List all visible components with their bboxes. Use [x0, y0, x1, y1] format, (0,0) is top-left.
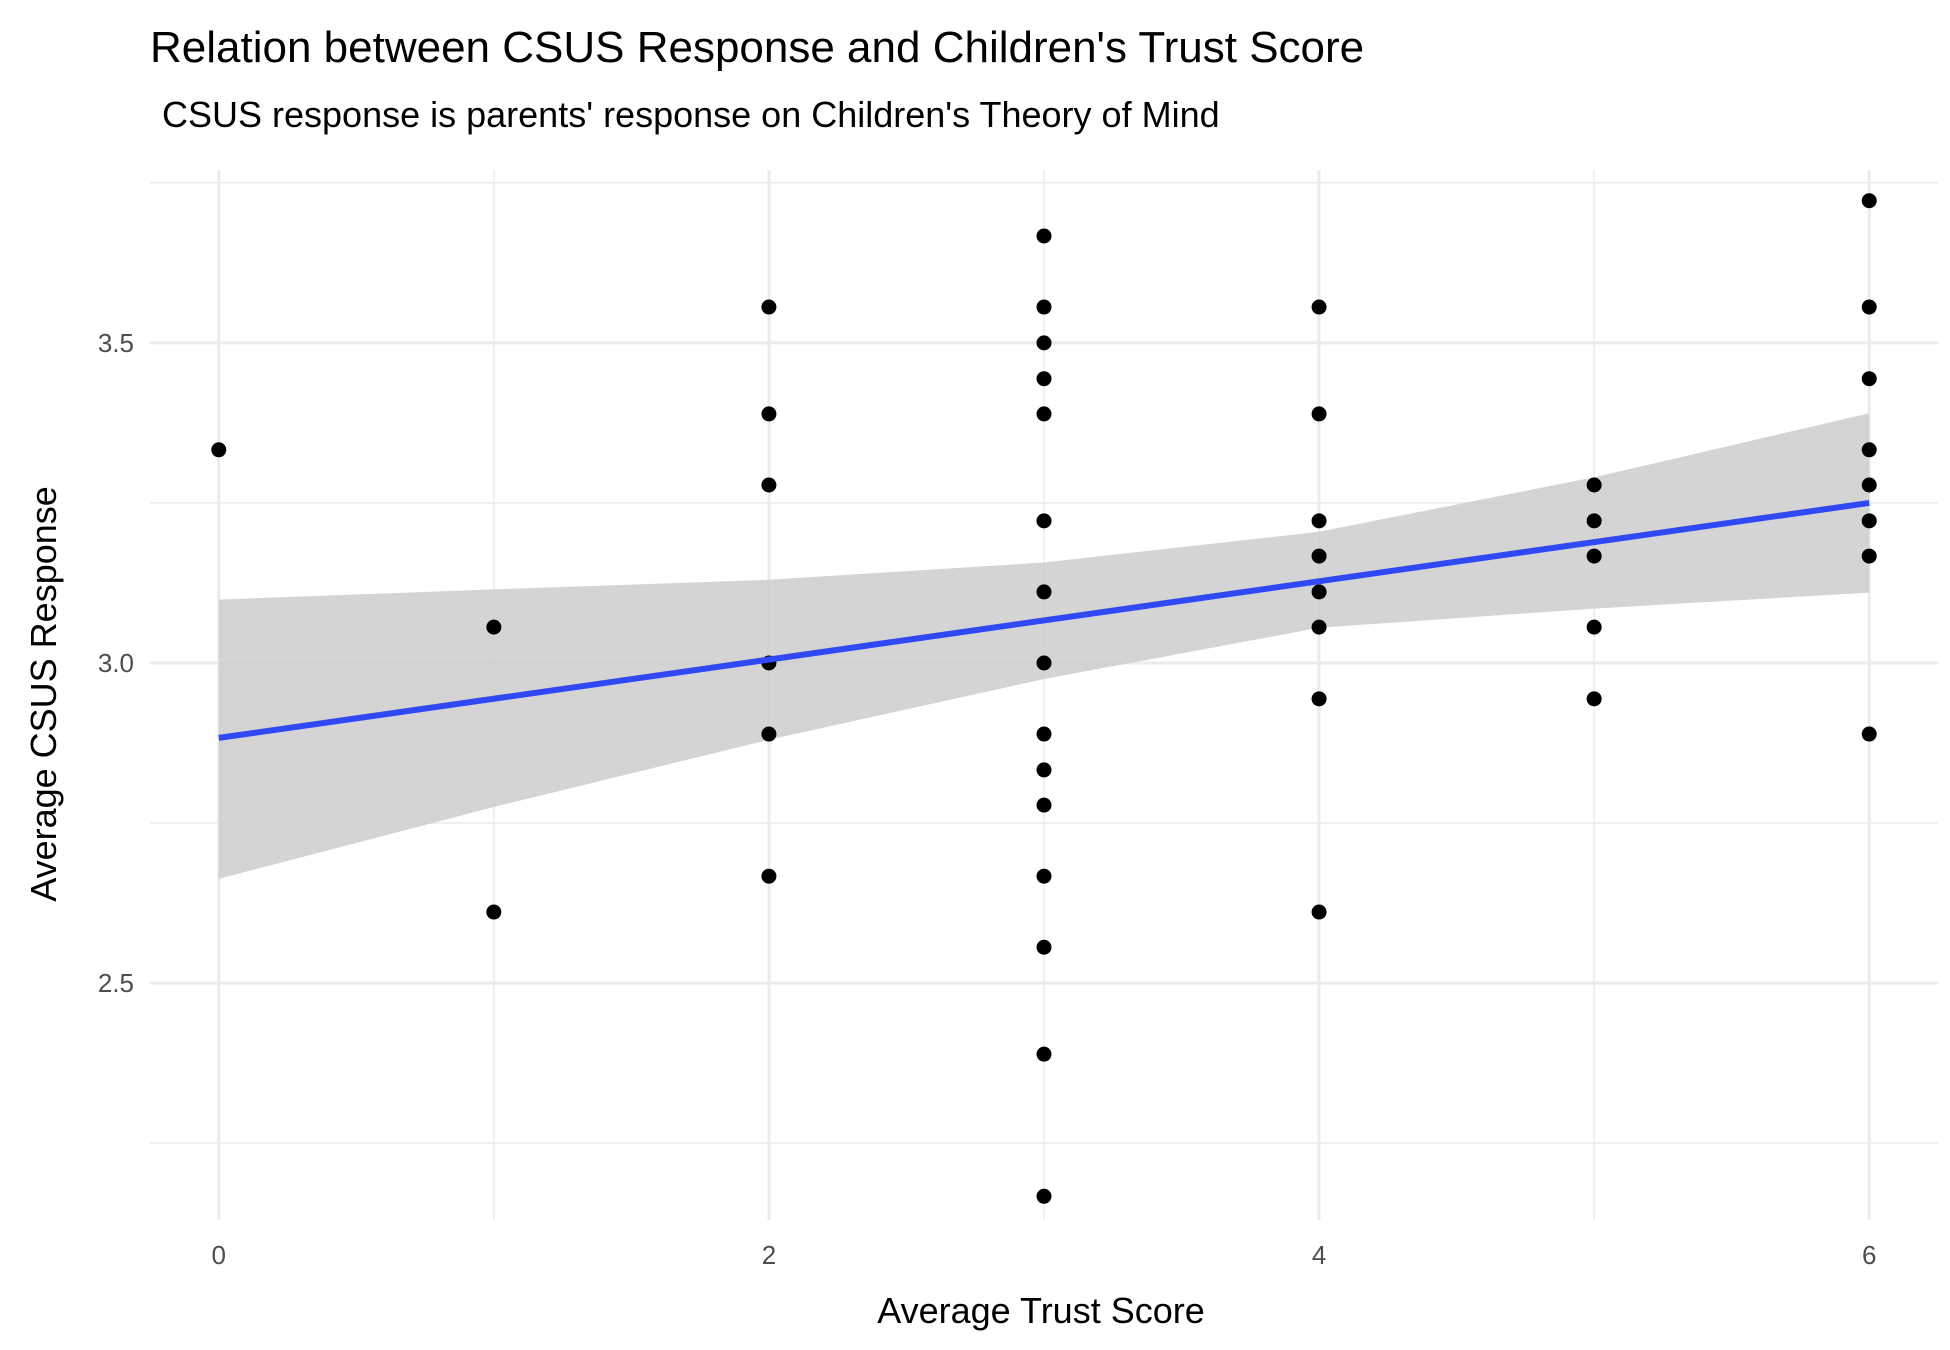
data-point: [1036, 939, 1052, 955]
data-point: [1036, 1188, 1052, 1204]
data-point: [1586, 477, 1602, 493]
confidence-band-layer: [218, 413, 1870, 879]
data-point: [1036, 868, 1052, 884]
data-point: [1311, 513, 1327, 529]
data-point: [1036, 726, 1052, 742]
x-axis-title: Average Trust Score: [877, 1290, 1205, 1331]
data-point: [1861, 442, 1877, 458]
data-point: [1311, 584, 1327, 600]
data-point: [1861, 477, 1877, 493]
data-point: [761, 406, 777, 422]
data-points: [211, 193, 1877, 1204]
data-point: [1036, 762, 1052, 778]
x-tick-label: 2: [762, 1240, 776, 1270]
data-point: [1311, 299, 1327, 315]
data-point: [1861, 513, 1877, 529]
data-point: [761, 299, 777, 315]
data-point: [1036, 335, 1052, 351]
y-tick-label: 3.5: [98, 328, 134, 358]
data-point: [761, 477, 777, 493]
x-tick-label: 0: [212, 1240, 226, 1270]
data-point: [1311, 904, 1327, 920]
data-point: [1861, 548, 1877, 564]
data-point: [1036, 1046, 1052, 1062]
data-point: [1311, 406, 1327, 422]
data-point: [1861, 193, 1877, 209]
y-tick-label: 3.0: [98, 648, 134, 678]
data-point: [1036, 406, 1052, 422]
x-tick-label: 4: [1312, 1240, 1326, 1270]
data-point: [1311, 548, 1327, 564]
data-point: [1586, 619, 1602, 635]
y-axis-tick-labels: 2.5 3.0 3.5: [98, 328, 134, 998]
confidence-band: [218, 413, 1870, 879]
data-point: [1586, 513, 1602, 529]
data-point: [211, 442, 227, 458]
data-point: [1036, 797, 1052, 813]
data-point: [1861, 726, 1877, 742]
data-point: [1861, 371, 1877, 387]
data-point: [761, 868, 777, 884]
data-point: [1586, 691, 1602, 707]
data-point: [1586, 548, 1602, 564]
x-tick-label: 6: [1862, 1240, 1876, 1270]
data-point: [486, 904, 502, 920]
data-point: [1036, 299, 1052, 315]
data-point: [486, 619, 502, 635]
chart-title: Relation between CSUS Response and Child…: [150, 23, 1364, 72]
data-point: [1036, 371, 1052, 387]
regression-line: [218, 499, 1870, 741]
y-tick-label: 2.5: [98, 968, 134, 998]
data-point: [1311, 619, 1327, 635]
data-point: [1311, 691, 1327, 707]
regression-line-layer: [218, 499, 1870, 741]
data-point: [1036, 513, 1052, 529]
data-point: [1861, 299, 1877, 315]
data-point: [761, 726, 777, 742]
x-axis-tick-labels: 0 2 4 6: [212, 1240, 1877, 1270]
data-point: [1036, 584, 1052, 600]
chart-subtitle: CSUS response is parents' response on Ch…: [162, 94, 1220, 135]
y-axis-title: Average CSUS Response: [23, 486, 64, 902]
data-point: [1036, 228, 1052, 244]
data-point: [1036, 655, 1052, 671]
